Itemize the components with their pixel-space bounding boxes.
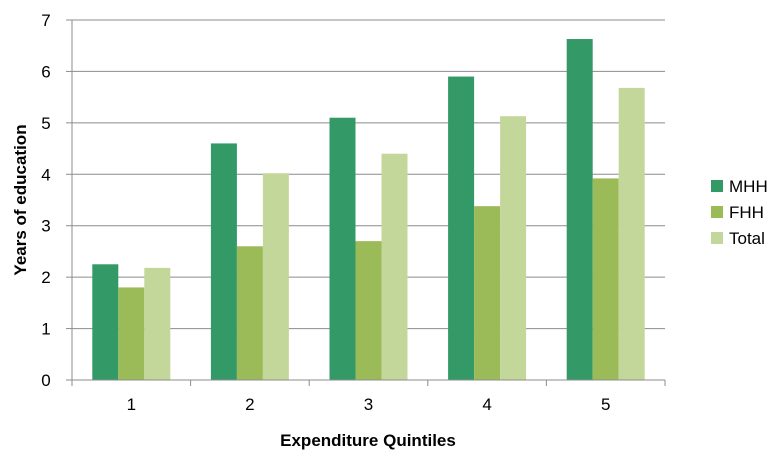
legend-swatch-total: [711, 232, 723, 244]
bar-fhh-3: [355, 241, 382, 380]
y-tick-label: 5: [41, 114, 50, 133]
bar-fhh-2: [236, 246, 263, 380]
y-tick-label: 6: [41, 62, 50, 81]
x-tick-label: 2: [245, 395, 254, 414]
bar-mhh-2: [210, 143, 237, 380]
gridlines: [72, 19, 665, 330]
legend-swatch-fhh: [711, 206, 723, 218]
axes: [66, 19, 666, 386]
x-axis-title: Expenditure Quintiles: [280, 431, 456, 450]
bar-mhh-5: [566, 39, 593, 381]
bar-fhh-1: [118, 287, 145, 380]
bar-total-3: [381, 153, 408, 380]
bar-fhh-4: [474, 206, 501, 380]
bar-total-2: [262, 173, 289, 380]
legend-swatch-mhh: [711, 180, 723, 192]
x-tick-label: 5: [601, 395, 610, 414]
bar-total-1: [144, 267, 171, 380]
legend-label-mhh: MHH: [729, 177, 768, 196]
bar-fhh-5: [592, 178, 619, 380]
y-tick-label: 7: [41, 11, 50, 30]
x-tick-label: 3: [364, 395, 373, 414]
x-tick-labels: 1 2 3 4 5: [127, 395, 611, 414]
y-tick-label: 1: [41, 320, 50, 339]
y-tick-label: 0: [41, 371, 50, 390]
y-tick-label: 2: [41, 268, 50, 287]
y-tick-label: 3: [41, 217, 50, 236]
legend: MHH FHH Total: [711, 177, 768, 248]
x-tick-label: 1: [127, 395, 136, 414]
legend-label-fhh: FHH: [729, 203, 764, 222]
bar-total-5: [618, 87, 645, 380]
bar-mhh-1: [92, 264, 119, 380]
y-tick-labels: 0 1 2 3 4 5 6 7: [41, 11, 50, 390]
y-axis-title: Years of education: [11, 124, 30, 275]
bar-mhh-3: [329, 117, 356, 380]
bars: [92, 39, 645, 381]
x-tick-label: 4: [482, 395, 491, 414]
bar-mhh-4: [448, 76, 475, 381]
y-tick-label: 4: [41, 165, 50, 184]
legend-label-total: Total: [729, 229, 765, 248]
bar-total-4: [500, 116, 527, 381]
